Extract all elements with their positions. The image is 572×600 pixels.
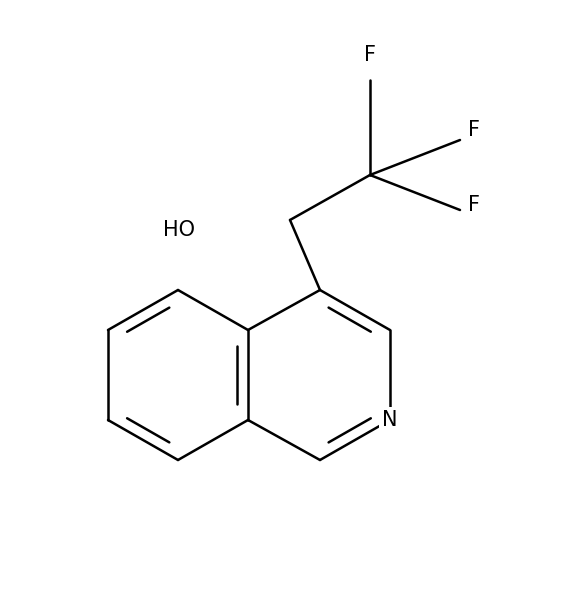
Text: N: N bbox=[382, 410, 398, 430]
Text: F: F bbox=[364, 45, 376, 65]
Text: F: F bbox=[468, 120, 480, 140]
Text: HO: HO bbox=[163, 220, 195, 240]
Text: F: F bbox=[468, 195, 480, 215]
